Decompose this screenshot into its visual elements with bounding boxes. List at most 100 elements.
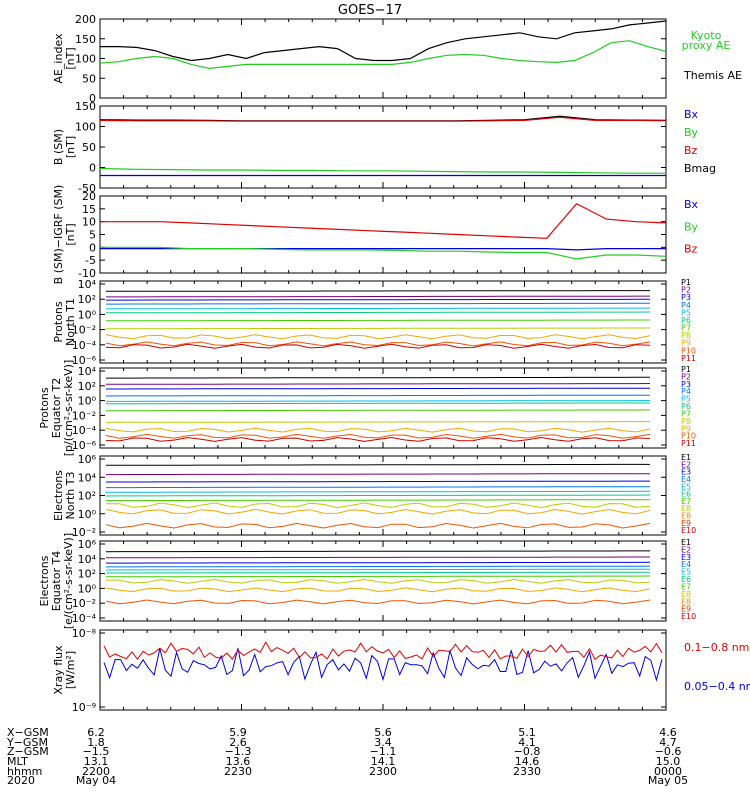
ytick-label-pe: 10⁻²: [72, 409, 96, 422]
ylabel-ee: Electrons: [38, 555, 51, 606]
footer-value: 15.0: [656, 755, 681, 768]
series-en-e5: [106, 490, 650, 493]
legend-en: E9: [681, 519, 691, 528]
legend-bsm: Bz: [684, 144, 698, 157]
legend-en: E7: [681, 497, 691, 506]
series-ee-e3: [106, 561, 651, 564]
ytick-label-pe: 10⁰: [78, 395, 97, 408]
legend-bsm: By: [684, 126, 699, 139]
series-ae-themis-ae: [100, 20, 667, 62]
footer-value: 13.1: [84, 755, 109, 768]
legend-en: E2: [681, 460, 691, 469]
ylabel-ae: [nT]: [64, 47, 77, 69]
legend-bsm: Bmag: [684, 162, 716, 175]
series-pn-p4: [106, 302, 650, 305]
legend-ee: E9: [681, 605, 691, 614]
legend-ae: proxy AE: [682, 39, 731, 52]
footer-value: 1.8: [87, 736, 105, 749]
ytick-label-bigrf: 0: [89, 241, 96, 254]
legend-pe: P8: [681, 417, 691, 426]
ylabel-ee: Equator T4: [50, 551, 63, 611]
ytick-label-ee: 10⁻⁴: [72, 612, 97, 625]
ytick-label-pn: 10⁻⁴: [72, 339, 97, 352]
ytick-label-pe: 10²: [78, 380, 96, 393]
ytick-label-ee: 10⁴: [78, 553, 97, 566]
panel-frame-pn: [99, 280, 667, 364]
series-pe-p2: [106, 383, 651, 385]
legend-pe: P1: [681, 365, 691, 374]
series-pe-p3: [106, 387, 650, 390]
legend-ee: E3: [681, 553, 691, 562]
ylabel-bigrf: B (SM)−IGRF (SM): [52, 185, 65, 285]
series-pn-p8: [105, 327, 650, 330]
series-xray-long: [103, 641, 663, 661]
legend-ee: E8: [681, 597, 691, 606]
ytick-label-pe: 10⁻⁶: [72, 439, 97, 452]
legend-pe: P9: [681, 424, 691, 433]
ytick-label-ee: 10²: [78, 568, 96, 581]
footer-value: 14.6: [515, 755, 540, 768]
series-en-e1: [106, 463, 650, 466]
footer-value: −0.8: [514, 745, 541, 758]
ytick-label-ee: 10⁻²: [72, 597, 96, 610]
series-en-e4: [106, 486, 650, 489]
footer-value: 4.1: [518, 736, 536, 749]
ytick-label-pn: 10⁰: [78, 308, 97, 321]
legend-pn: P2: [681, 286, 691, 295]
footer-value: −1.5: [83, 745, 110, 758]
series-ee-e6: [106, 571, 651, 574]
orbit-footer: X−GSM 6.2 5.9 5.6 5.1 4.6 Y−GSM 1.8 2.6 3.4 4.1 4.7…: [6, 726, 688, 787]
footer-label: 2020: [7, 774, 35, 787]
legend-en: E3: [681, 468, 691, 477]
ytick-label-bigrf: 5: [89, 229, 96, 242]
ytick-label-bsm: -50: [78, 182, 96, 195]
ylabel-pn: Protons: [52, 301, 65, 342]
legend-pn: P1: [681, 278, 691, 287]
ytick-label-xray: 10⁻⁹: [72, 701, 96, 714]
legend-pn: P8: [681, 331, 691, 340]
ylabel-ee: [e/(cm²-s-sr-keV)]: [62, 533, 75, 629]
ytick-label-en: 10²: [78, 490, 96, 503]
series-ee-e8: [106, 578, 651, 584]
footer-value: −0.6: [655, 745, 682, 758]
legend-ee: E6: [681, 575, 691, 584]
series-pn-p2: [106, 295, 650, 298]
series-en-e7: [106, 499, 650, 502]
ytick-label-ee: 10⁶: [78, 538, 97, 551]
series-pn-p6: [106, 311, 651, 314]
series-pn-p9: [105, 334, 651, 340]
series-pn-p3: [106, 298, 650, 301]
footer-value: 3.4: [374, 736, 392, 749]
legend-pe: P3: [681, 380, 691, 389]
legend-ee: E2: [681, 545, 691, 554]
ylabel-bsm: [nT]: [64, 136, 77, 158]
ytick-label-en: 10⁶: [78, 453, 97, 466]
ytick-label-en: 10⁰: [78, 508, 97, 521]
ytick-label-pn: 10⁻⁶: [72, 354, 97, 367]
legend-bigrf: By: [684, 220, 699, 233]
ylabel-xray: Xray flux: [52, 645, 65, 695]
legend-pe: P5: [681, 395, 691, 404]
ylabel-en: North T3: [64, 472, 77, 520]
ytick-label-ae: 100: [75, 53, 96, 66]
legend-pn: P5: [681, 308, 691, 317]
footer-value: 6.2: [87, 726, 105, 739]
ylabel-bigrf: [nT]: [64, 223, 77, 245]
ylabel-pe: Equator T2: [50, 378, 63, 438]
panel-frame-ee: [99, 540, 667, 622]
series-en-e10: [105, 522, 651, 529]
series-ee-e10: [105, 599, 651, 605]
series-ee-e4: [106, 565, 651, 568]
series-pe-p8: [105, 421, 650, 423]
series-ee-e1: [105, 550, 650, 553]
footer-value: 2.6: [229, 736, 247, 749]
series-bsm-bmag: [99, 115, 667, 122]
legend-en: E10: [681, 526, 696, 535]
legend-ae: Themis AE: [683, 69, 742, 82]
legend-ee: E1: [681, 538, 691, 547]
legend-ee: E10: [681, 612, 696, 621]
legend-ae: Kyoto: [691, 29, 722, 42]
footer-value: 2200: [82, 765, 110, 778]
